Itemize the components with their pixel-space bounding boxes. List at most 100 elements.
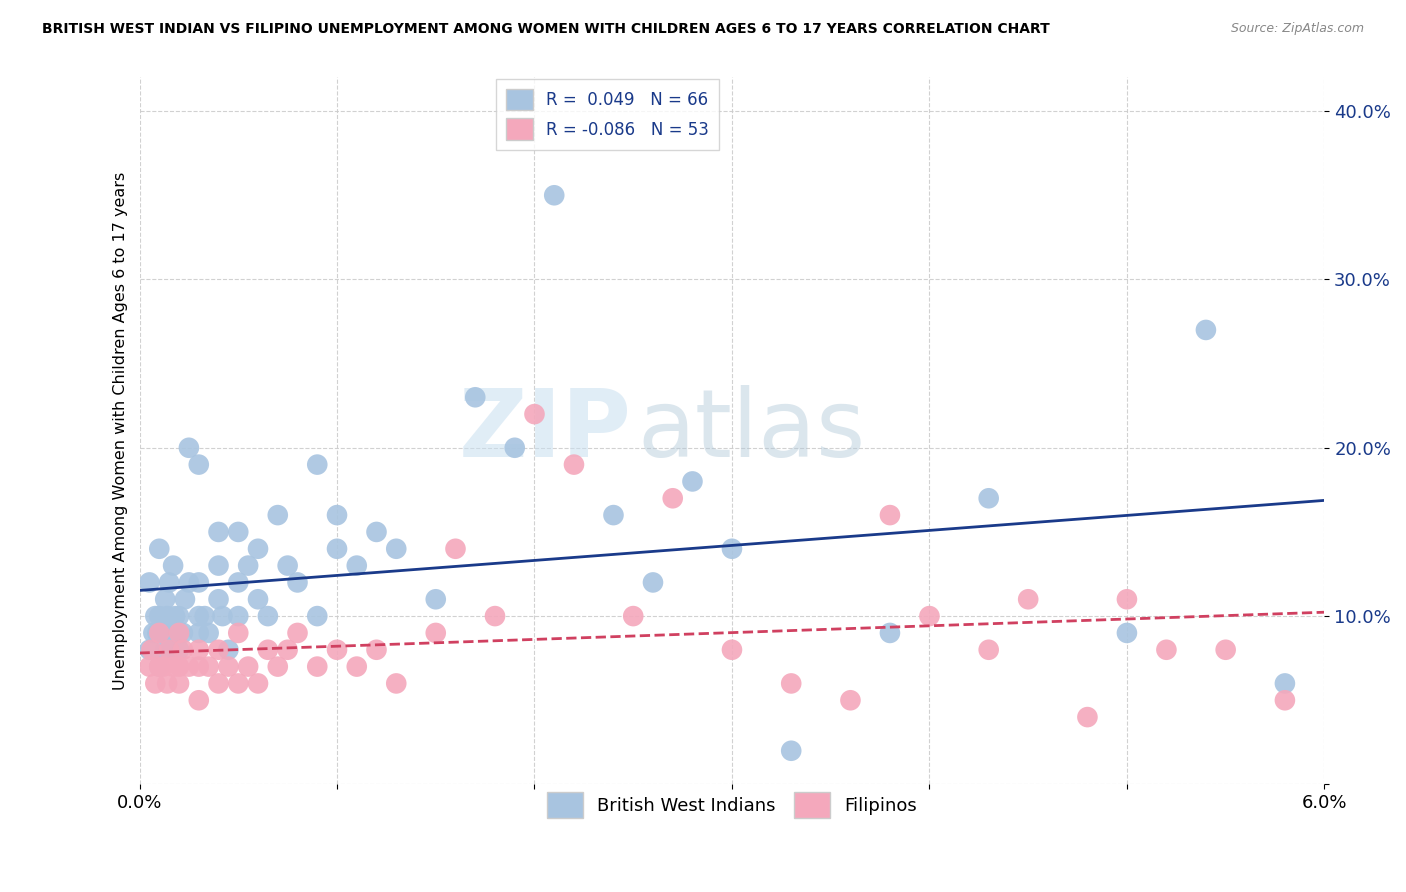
Point: [167, 626, 190, 640]
Point: [682, 475, 704, 489]
Point: [326, 541, 349, 556]
Point: [226, 626, 249, 640]
Point: [385, 541, 408, 556]
Point: [1116, 626, 1139, 640]
Legend: British West Indians, Filipinos: British West Indians, Filipinos: [540, 785, 924, 825]
Point: [326, 508, 349, 522]
Point: [562, 458, 585, 472]
Point: [267, 659, 290, 673]
Text: Source: ZipAtlas.com: Source: ZipAtlas.com: [1230, 22, 1364, 36]
Point: [385, 676, 408, 690]
Point: [146, 626, 169, 640]
Point: [157, 642, 180, 657]
Point: [1274, 693, 1296, 707]
Point: [157, 575, 180, 590]
Point: [257, 642, 280, 657]
Point: [162, 558, 184, 573]
Point: [226, 609, 249, 624]
Point: [346, 558, 368, 573]
Point: [1195, 323, 1218, 337]
Point: [152, 659, 174, 673]
Point: [277, 558, 299, 573]
Point: [287, 626, 309, 640]
Point: [247, 592, 270, 607]
Point: [217, 642, 239, 657]
Point: [918, 609, 941, 624]
Point: [236, 558, 259, 573]
Point: [177, 441, 200, 455]
Point: [187, 458, 209, 472]
Point: [464, 390, 486, 404]
Point: [211, 609, 233, 624]
Text: atlas: atlas: [637, 385, 866, 477]
Point: [425, 626, 447, 640]
Point: [187, 659, 209, 673]
Point: [226, 524, 249, 539]
Point: [157, 642, 180, 657]
Point: [172, 642, 194, 657]
Point: [1156, 642, 1178, 657]
Point: [425, 592, 447, 607]
Point: [307, 659, 329, 673]
Point: [217, 659, 239, 673]
Point: [207, 676, 229, 690]
Point: [1274, 676, 1296, 690]
Point: [277, 642, 299, 657]
Point: [839, 693, 862, 707]
Point: [174, 592, 197, 607]
Point: [267, 508, 290, 522]
Point: [207, 558, 229, 573]
Point: [165, 609, 187, 624]
Point: [187, 575, 209, 590]
Point: [366, 524, 388, 539]
Point: [484, 609, 506, 624]
Point: [326, 642, 349, 657]
Point: [152, 626, 174, 640]
Point: [177, 659, 200, 673]
Point: [257, 609, 280, 624]
Point: [162, 659, 184, 673]
Point: [156, 676, 179, 690]
Point: [503, 441, 526, 455]
Point: [621, 609, 644, 624]
Point: [194, 609, 217, 624]
Point: [167, 659, 190, 673]
Point: [138, 659, 160, 673]
Point: [977, 491, 1000, 506]
Point: [207, 642, 229, 657]
Point: [197, 659, 219, 673]
Point: [780, 676, 803, 690]
Point: [366, 642, 388, 657]
Point: [307, 609, 329, 624]
Point: [247, 541, 270, 556]
Point: [444, 541, 467, 556]
Point: [1215, 642, 1237, 657]
Point: [721, 642, 744, 657]
Point: [236, 659, 259, 673]
Point: [641, 575, 664, 590]
Point: [142, 626, 165, 640]
Point: [156, 609, 179, 624]
Point: [247, 676, 270, 690]
Point: [141, 642, 163, 657]
Point: [148, 626, 170, 640]
Point: [879, 508, 901, 522]
Point: [143, 609, 166, 624]
Point: [1116, 592, 1139, 607]
Point: [160, 626, 183, 640]
Point: [167, 609, 190, 624]
Point: [148, 609, 170, 624]
Point: [721, 541, 744, 556]
Point: [148, 659, 170, 673]
Point: [138, 642, 160, 657]
Point: [661, 491, 683, 506]
Point: [187, 609, 209, 624]
Point: [226, 676, 249, 690]
Point: [167, 676, 190, 690]
Point: [187, 626, 209, 640]
Point: [153, 642, 176, 657]
Point: [346, 659, 368, 673]
Point: [307, 458, 329, 472]
Point: [153, 592, 176, 607]
Point: [780, 744, 803, 758]
